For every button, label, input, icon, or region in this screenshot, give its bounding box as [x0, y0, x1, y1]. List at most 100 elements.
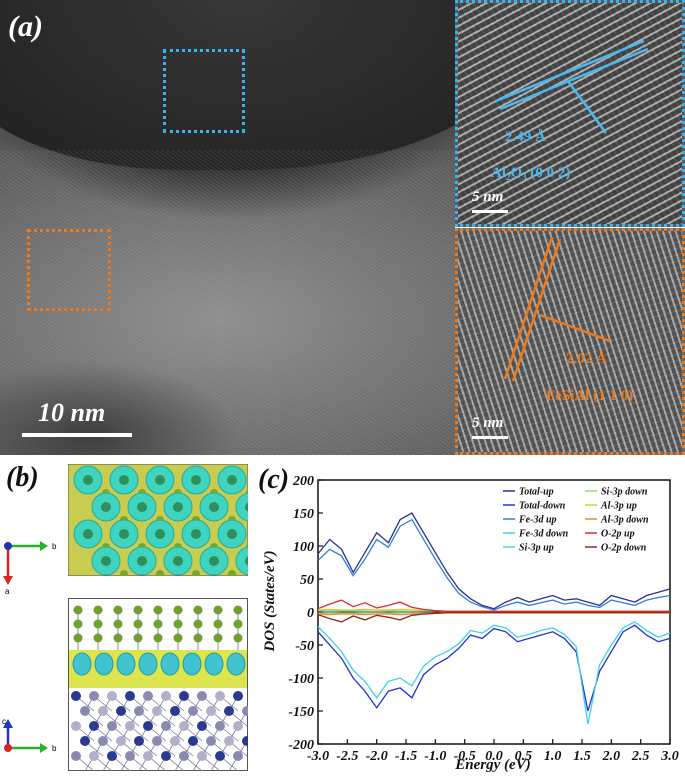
x-tick-label: -3.0: [307, 749, 329, 764]
atom-alloy: [125, 751, 135, 761]
c-axis-label: c: [2, 718, 6, 726]
atom-alloy: [107, 691, 117, 701]
plane-label-top: Al₂O₃ (0 0 2): [491, 165, 571, 181]
atom-alloy: [152, 706, 162, 716]
atom-alloy: [197, 691, 207, 701]
atom-alloy: [188, 736, 198, 746]
axis-origin: [4, 542, 12, 550]
atom-o: [133, 633, 143, 643]
atom-alloy: [170, 736, 180, 746]
atom-alloy: [89, 721, 99, 731]
axes-indicator-bottom: c b: [2, 718, 57, 753]
atom-fe: [191, 529, 201, 539]
y-tick-label: 150: [293, 507, 314, 522]
series-line-o-2p-down: [317, 612, 670, 623]
y-tick-label: -100: [288, 672, 314, 687]
x-tick-label: 1.0: [544, 749, 562, 764]
top-region-box: [163, 49, 245, 133]
atom-o: [193, 619, 203, 629]
atom-o: [153, 619, 163, 629]
b-axis-label: b: [52, 744, 57, 753]
lattice-fringes: [458, 3, 682, 224]
isosurface-blob: [204, 652, 224, 676]
inset-bottom-annotations: [503, 236, 611, 382]
atom-alloy: [125, 721, 135, 731]
alloy-layer: [71, 691, 248, 771]
atom-alloy: [197, 721, 207, 731]
panel-a: (a) 10 nm 2.49 Å Al₂O₃ (0 0 2) 5 nm 2.02…: [0, 0, 685, 455]
axes-indicator-top: b a: [3, 541, 57, 596]
atom-fe: [137, 502, 147, 512]
atom-fe: [155, 529, 165, 539]
inset-top-annotations: [495, 39, 649, 134]
bottom-region-box: [27, 229, 111, 311]
atom-o: [233, 605, 243, 615]
atom-alloy: [233, 691, 243, 701]
y-tick-label: -50: [295, 639, 314, 654]
atom-alloy: [188, 706, 198, 716]
atom-alloy: [89, 691, 99, 701]
fringe-line-2: [511, 238, 562, 382]
atom-alloy: [215, 721, 225, 731]
y-tick-label: 50: [300, 573, 314, 588]
atom-alloy: [80, 736, 90, 746]
atom-o: [93, 633, 103, 643]
isosurface-blob: [72, 652, 92, 676]
atom-o: [73, 633, 83, 643]
tem-inset-top: 2.49 Å Al₂O₃ (0 0 2) 5 nm: [455, 0, 685, 227]
atom-alloy: [143, 721, 153, 731]
atom-o: [120, 570, 128, 576]
legend-label-o-2p-down: O-2p down: [601, 543, 647, 554]
atom-o: [133, 605, 143, 615]
atom-alloy: [179, 691, 189, 701]
atom-alloy: [116, 736, 126, 746]
isosurface-blob: [235, 492, 248, 522]
x-tick-label: 3.0: [660, 749, 679, 764]
atom-fe: [245, 556, 248, 566]
legend-label-total-up: Total-up: [519, 487, 554, 498]
panel-b: (b) b a c b: [0, 458, 260, 775]
x-tick-label: 0.0: [485, 749, 503, 764]
atom-fe: [101, 502, 111, 512]
inset-top-scale-bar: [472, 210, 508, 213]
atom-alloy: [98, 736, 108, 746]
plane-label-bottom: FeSiAl (1 1 0): [546, 388, 634, 404]
series-line-fe-3d-up: [317, 518, 671, 611]
b-axis-label: b: [52, 542, 57, 551]
atom-o: [192, 570, 200, 576]
a-axis-head: [3, 576, 13, 585]
atom-o: [113, 619, 123, 629]
inset-top-scale-label: 5 nm: [472, 189, 504, 205]
atom-alloy: [161, 751, 171, 761]
legend-label-fe-3d-up: Fe-3d up: [518, 515, 557, 526]
atom-o: [73, 605, 83, 615]
atom-o: [93, 619, 103, 629]
y-axis-title: DOS (States/eV): [262, 550, 278, 652]
atom-o: [93, 605, 103, 615]
atom-o: [173, 619, 183, 629]
atom-alloy: [242, 736, 248, 746]
x-tick-label: 2.5: [631, 749, 650, 764]
axis-origin: [4, 744, 12, 752]
fringe-line-2: [499, 47, 649, 111]
atom-alloy: [116, 706, 126, 716]
pointer-line: [566, 80, 608, 134]
b-axis-head: [40, 541, 48, 551]
atom-o: [153, 633, 163, 643]
atom-o: [213, 619, 223, 629]
atom-alloy: [143, 691, 153, 701]
series-line-fe-3d-down: [317, 621, 671, 725]
isosurface-blob: [138, 652, 158, 676]
atom-alloy: [125, 691, 135, 701]
legend-label-al-3p-up: Al-3p up: [600, 501, 637, 512]
atom-fe: [119, 475, 129, 485]
atom-alloy: [71, 691, 81, 701]
series-line-total-up: [317, 512, 671, 610]
atom-o: [73, 619, 83, 629]
x-tick-label: -2.5: [336, 749, 358, 764]
atom-fe: [83, 475, 93, 485]
lattice-fringes: [458, 231, 682, 452]
atom-fe: [209, 502, 219, 512]
atom-alloy: [170, 706, 180, 716]
atom-fe: [173, 556, 183, 566]
